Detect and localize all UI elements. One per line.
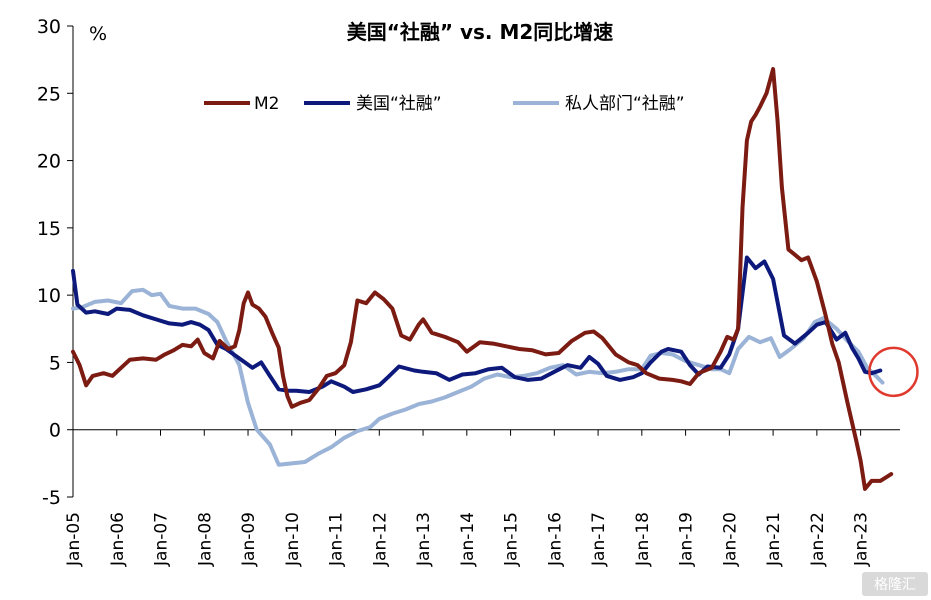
x-tick-label: Jan-07: [152, 512, 172, 567]
y-tick-label: 20: [37, 151, 61, 173]
x-tick-label: Jan-18: [633, 512, 653, 567]
series-lines: [71, 67, 894, 491]
y-tick-label: 10: [37, 285, 61, 307]
x-tick-label: Jan-17: [589, 512, 609, 567]
x-tick-label: Jan-08: [195, 512, 215, 567]
x-tick-label: Jan-12: [370, 512, 390, 567]
x-tick-label: Jan-19: [677, 512, 697, 567]
legend-label-m2: M2: [254, 94, 279, 114]
legend-label-us-tsf: 美国“社融”: [356, 94, 442, 114]
x-tick-label: Jan-14: [458, 512, 478, 567]
watermark: 格隆汇: [862, 572, 928, 596]
y-tick-label: 15: [37, 218, 61, 240]
y-tick-label: -5: [42, 487, 61, 509]
x-tick-label: Jan-05: [64, 512, 84, 567]
series-line-m2: [71, 67, 894, 491]
x-tick-label: Jan-06: [108, 512, 128, 567]
y-axis-unit: %: [89, 23, 107, 45]
x-tick-label: Jan-20: [720, 512, 740, 567]
chart-title: 美国“社融” vs. M2同比增速: [347, 20, 614, 44]
x-tick-label: Jan-10: [283, 512, 303, 567]
x-tick-label: Jan-15: [502, 512, 522, 567]
legend-label-private-tsf: 私人部门“社融”: [565, 94, 685, 114]
y-tick-label: 25: [37, 83, 61, 105]
x-tick-label: Jan-16: [545, 512, 565, 567]
series-line-us-tsf: [71, 255, 883, 394]
y-ticks: -5 0 5 10 15 20 25 30: [37, 16, 73, 509]
x-tick-label: Jan-09: [239, 512, 259, 567]
x-tick-label: Jan-13: [414, 512, 434, 567]
annotations: [868, 346, 919, 398]
watermark-text: 格隆汇: [874, 577, 916, 593]
axes: [72, 26, 900, 497]
legend: M2 美国“社融” 私人部门“社融”: [204, 94, 685, 114]
y-tick-label: 5: [49, 352, 61, 374]
series-line-private-tsf: [71, 287, 885, 467]
watermark-bg: [862, 572, 928, 596]
x-tick-label: Jan-23: [852, 512, 872, 567]
y-tick-label: 30: [37, 16, 61, 38]
x-tick-label: Jan-11: [327, 512, 347, 567]
x-tick-label: Jan-22: [808, 512, 828, 567]
x-tick-label: Jan-21: [764, 512, 784, 567]
y-tick-label: 0: [49, 420, 61, 442]
highlight-circle: [868, 346, 919, 398]
x-ticks: Jan-05 Jan-06 Jan-07 Jan-08 Jan-09 Jan-10 Jan-…: [64, 429, 872, 567]
